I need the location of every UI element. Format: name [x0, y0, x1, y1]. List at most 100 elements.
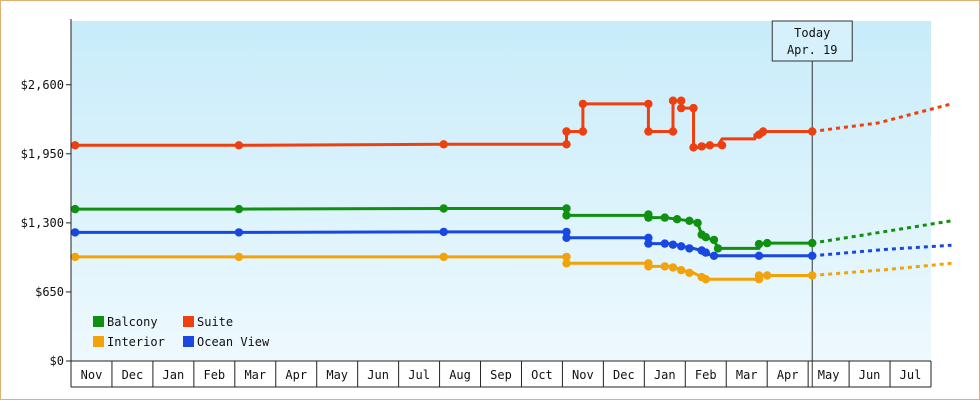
data-point[interactable] — [234, 141, 244, 150]
plot-area — [71, 21, 931, 361]
x-tick-label: Apr — [285, 368, 307, 382]
data-point[interactable] — [644, 262, 653, 271]
x-tick-label: Feb — [695, 368, 717, 382]
data-point[interactable] — [685, 216, 694, 225]
legend-swatch — [93, 316, 104, 327]
data-point[interactable] — [234, 228, 244, 237]
x-tick-label: Nov — [572, 368, 594, 382]
data-point[interactable] — [677, 96, 686, 105]
legend-label: Balcony — [107, 315, 158, 329]
x-tick-label: Jul — [408, 368, 430, 382]
data-point[interactable] — [763, 271, 772, 280]
x-tick-label: Jun — [859, 368, 881, 382]
today-box — [771, 20, 853, 62]
data-point[interactable] — [439, 227, 448, 237]
legend-swatch — [93, 336, 104, 347]
data-point[interactable] — [70, 228, 80, 237]
data-point[interactable] — [562, 140, 571, 149]
data-point[interactable] — [660, 262, 669, 271]
x-tick-label: Jun — [367, 368, 389, 382]
x-tick-label: Jan — [163, 368, 185, 382]
data-point[interactable] — [705, 141, 715, 150]
x-tick-label: Oct — [531, 368, 553, 382]
data-point[interactable] — [660, 213, 669, 222]
data-point[interactable] — [562, 227, 571, 237]
data-point[interactable] — [578, 127, 588, 136]
data-point[interactable] — [439, 252, 448, 262]
data-point[interactable] — [578, 99, 588, 109]
data-point[interactable] — [70, 141, 80, 150]
y-tick-label: $1,300 — [21, 216, 64, 230]
data-point[interactable] — [644, 213, 653, 222]
data-point[interactable] — [70, 252, 80, 262]
data-point[interactable] — [713, 244, 723, 253]
data-point[interactable] — [701, 233, 710, 242]
data-point[interactable] — [668, 263, 678, 272]
data-point[interactable] — [677, 103, 686, 113]
legend-swatch — [183, 336, 194, 347]
data-point[interactable] — [562, 211, 571, 220]
y-tick-label: $2,600 — [21, 78, 64, 92]
x-tick-label: Mar — [244, 368, 266, 382]
data-point[interactable] — [689, 143, 698, 152]
forecast-line-balcony — [811, 219, 952, 245]
data-point[interactable] — [808, 238, 817, 248]
forecast-line-ocean-view — [812, 243, 952, 258]
data-point[interactable] — [562, 127, 571, 136]
x-tick-label: Aug — [449, 368, 471, 382]
x-tick-label: Jan — [654, 368, 676, 382]
data-point[interactable] — [754, 239, 764, 249]
data-point[interactable] — [668, 96, 678, 105]
data-point[interactable] — [808, 271, 817, 280]
data-point[interactable] — [439, 140, 448, 149]
forecast-line-interior — [812, 261, 952, 277]
data-point[interactable] — [758, 127, 768, 136]
x-tick-label: Nov — [81, 368, 103, 382]
data-point[interactable] — [677, 266, 686, 275]
data-point[interactable] — [644, 239, 653, 248]
data-point[interactable] — [754, 251, 764, 260]
data-point[interactable] — [701, 275, 710, 284]
x-tick-label: May — [818, 368, 840, 382]
series-suite — [70, 96, 952, 152]
data-point[interactable] — [562, 233, 571, 242]
data-point[interactable] — [644, 127, 653, 136]
x-tick-label: Feb — [203, 368, 225, 382]
data-point[interactable] — [234, 252, 244, 262]
data-point[interactable] — [763, 238, 772, 248]
data-point[interactable] — [234, 204, 244, 214]
series-ocean-view — [70, 227, 952, 260]
data-point[interactable] — [70, 204, 80, 214]
data-point[interactable] — [439, 204, 448, 213]
data-point[interactable] — [685, 268, 694, 277]
data-point[interactable] — [660, 239, 669, 248]
data-point[interactable] — [677, 242, 686, 251]
legend-swatch — [183, 316, 194, 327]
data-point[interactable] — [808, 251, 817, 260]
data-point[interactable] — [689, 103, 698, 113]
x-tick-label: Sep — [490, 368, 512, 382]
data-point[interactable] — [644, 233, 653, 242]
data-point[interactable] — [717, 141, 727, 150]
data-point[interactable] — [644, 99, 653, 109]
legend-label: Ocean View — [197, 335, 270, 349]
legend-label: Interior — [107, 335, 165, 349]
data-point[interactable] — [693, 218, 702, 228]
data-point[interactable] — [685, 244, 694, 253]
data-point[interactable] — [668, 127, 678, 136]
data-point[interactable] — [808, 127, 817, 136]
legend-item-interior: Interior — [93, 335, 165, 349]
legend-label: Suite — [197, 315, 233, 329]
y-tick-label: $1,950 — [21, 147, 64, 161]
data-point[interactable] — [697, 142, 706, 151]
data-point[interactable] — [709, 251, 719, 260]
data-point[interactable] — [672, 215, 682, 224]
data-point[interactable] — [562, 252, 571, 262]
data-point[interactable] — [754, 271, 764, 280]
data-point[interactable] — [562, 259, 571, 268]
data-point[interactable] — [668, 240, 678, 249]
data-point[interactable] — [709, 235, 719, 245]
data-point[interactable] — [701, 248, 710, 257]
data-point[interactable] — [562, 204, 571, 213]
today-date-label: Apr. 19 — [787, 43, 838, 57]
